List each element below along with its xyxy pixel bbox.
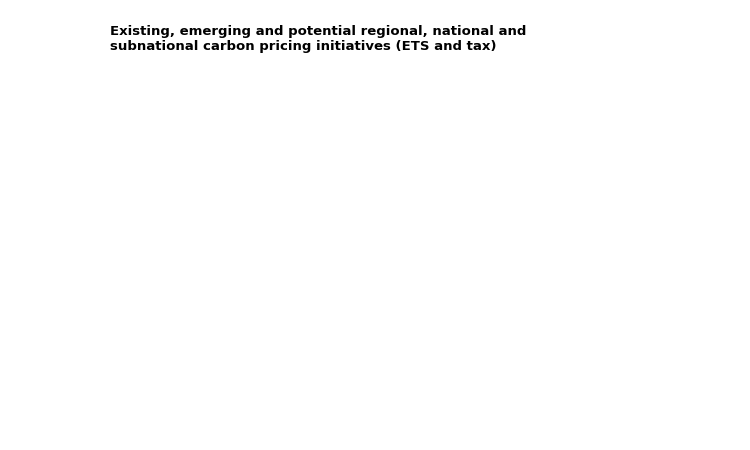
Text: Existing, emerging and potential regional, national and
subnational carbon prici: Existing, emerging and potential regiona… (110, 25, 526, 53)
